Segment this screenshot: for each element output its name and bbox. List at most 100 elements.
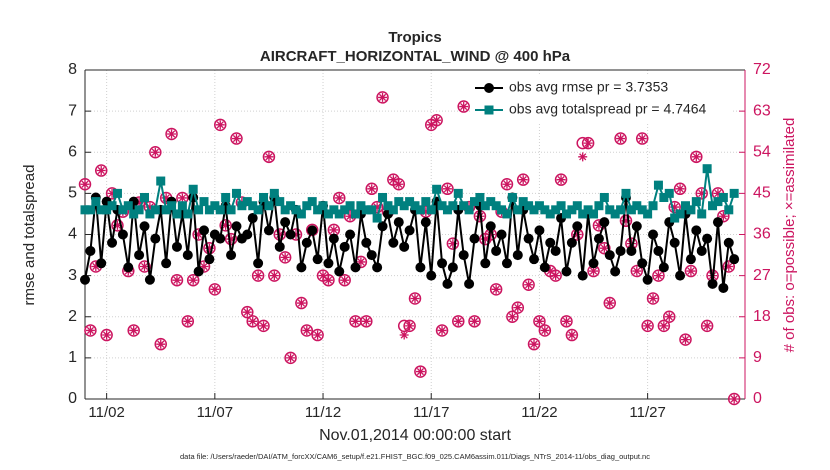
point [253, 258, 264, 269]
point [430, 114, 443, 127]
point [507, 312, 517, 322]
point [264, 201, 274, 211]
point [572, 201, 582, 211]
point [361, 237, 372, 248]
point [199, 197, 209, 207]
point [199, 225, 210, 236]
y2-tick-label: 72 [753, 61, 771, 78]
point [356, 257, 366, 267]
point [334, 193, 344, 203]
point [540, 205, 550, 215]
point [453, 188, 463, 198]
point [533, 315, 546, 328]
y2-tick-label: 36 [753, 226, 771, 243]
point [405, 197, 415, 207]
y-tick-label: 5 [68, 185, 77, 202]
point [360, 315, 373, 328]
point [690, 150, 703, 164]
point [318, 271, 328, 281]
point [366, 250, 377, 261]
point [485, 221, 496, 232]
point [221, 192, 231, 202]
point [356, 201, 366, 211]
point [94, 164, 108, 177]
point [226, 205, 236, 215]
point [708, 201, 718, 211]
point [675, 209, 685, 219]
point [242, 307, 252, 317]
point [610, 266, 621, 277]
point [718, 192, 728, 202]
point [432, 115, 442, 125]
point [339, 241, 350, 252]
point [534, 225, 545, 236]
point [242, 229, 253, 240]
point [231, 188, 241, 198]
point [334, 266, 345, 277]
point [274, 241, 285, 252]
point [84, 324, 97, 337]
point [186, 273, 200, 287]
point [448, 201, 458, 211]
point [96, 166, 106, 176]
point [322, 273, 335, 287]
y2-axis-label: # of obs: o=possible; ×=assimilated [781, 118, 798, 353]
point [605, 298, 615, 308]
point [491, 284, 501, 294]
point [712, 217, 723, 228]
point [156, 339, 166, 349]
point [480, 258, 491, 269]
point [204, 254, 215, 265]
point [145, 202, 155, 212]
point [118, 205, 128, 215]
point [107, 237, 118, 248]
point [512, 250, 523, 261]
y2-tick-label: 0 [753, 390, 762, 407]
point [659, 321, 669, 331]
point [724, 261, 734, 271]
point [442, 184, 452, 194]
point [545, 266, 555, 276]
point [172, 275, 182, 285]
point [91, 261, 101, 271]
point [722, 260, 736, 273]
point [565, 328, 579, 342]
y-tick-label: 2 [68, 308, 77, 325]
point [556, 201, 566, 211]
point [415, 262, 426, 273]
point [193, 266, 204, 277]
point [696, 245, 707, 256]
x-tick-label: 11/27 [629, 404, 665, 421]
point [219, 219, 232, 232]
point [457, 100, 470, 113]
point [367, 184, 377, 194]
point [80, 205, 90, 215]
point [635, 132, 649, 145]
point [646, 292, 660, 305]
point [127, 324, 140, 337]
y-tick-label: 1 [68, 349, 77, 366]
point [165, 127, 178, 141]
point [459, 102, 469, 112]
point [653, 271, 663, 281]
point [513, 303, 523, 313]
point [226, 234, 236, 244]
point [603, 296, 617, 310]
point [550, 245, 561, 256]
point [614, 132, 627, 145]
point [150, 205, 160, 215]
point [593, 233, 604, 244]
point [302, 325, 312, 335]
point [107, 201, 117, 211]
point [648, 293, 658, 303]
y-tick-label: 8 [68, 61, 77, 78]
point [285, 229, 296, 240]
point [598, 241, 611, 255]
point [702, 164, 712, 174]
point [527, 337, 541, 351]
point [253, 205, 263, 215]
point [637, 205, 647, 215]
point [642, 274, 653, 285]
point [480, 201, 490, 211]
x-tick-label: 11/12 [305, 404, 341, 421]
